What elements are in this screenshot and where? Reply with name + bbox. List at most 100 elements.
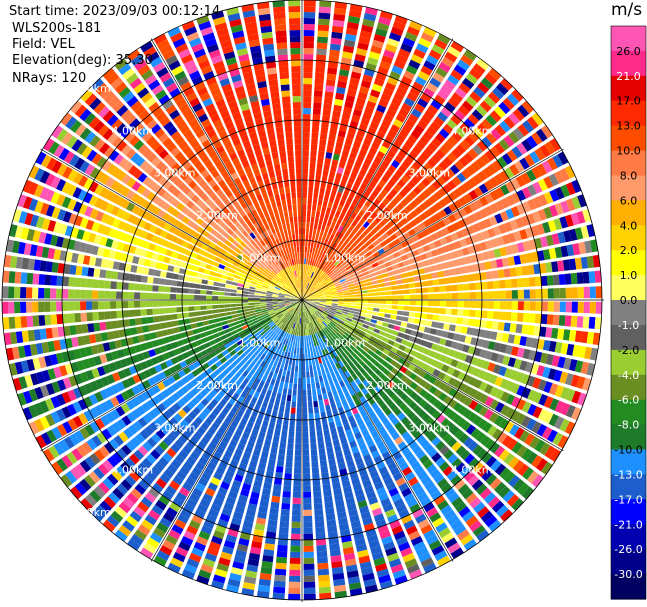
gate-cell — [137, 257, 146, 266]
gate-cell — [361, 267, 368, 273]
gate-cell — [413, 48, 426, 59]
gate-cell — [285, 333, 289, 340]
gate-cell — [547, 301, 554, 312]
gate-cell — [441, 56, 455, 68]
gate-cell — [72, 172, 83, 185]
gate-cell — [310, 150, 317, 157]
gate-cell — [356, 97, 366, 106]
gate-cell — [413, 405, 422, 414]
gate-cell — [256, 398, 263, 407]
gate-cell — [200, 284, 208, 290]
gate-cell — [271, 441, 279, 448]
gate-cell — [322, 273, 328, 279]
gate-cell — [313, 298, 320, 300]
gate-cell — [472, 127, 484, 139]
gate-cell — [182, 405, 191, 414]
gate-cell — [367, 303, 374, 308]
gate-cell — [221, 407, 230, 416]
gate-cell — [393, 92, 405, 102]
gate-cell — [488, 68, 502, 81]
gate-cell — [317, 308, 324, 312]
gate-cell — [356, 201, 364, 210]
gate-cell — [343, 188, 351, 196]
gate-cell — [471, 109, 484, 121]
gate-cell — [191, 369, 200, 377]
gate-cell — [400, 198, 409, 207]
gate-cell — [319, 293, 326, 297]
gate-cell — [527, 264, 535, 275]
gate-cell — [170, 313, 178, 320]
gate-cell — [475, 157, 486, 169]
gate-cell — [328, 171, 336, 179]
gate-cell — [466, 327, 474, 336]
gate-cell — [297, 300, 302, 305]
gate-cell — [182, 445, 192, 455]
gate-cell — [248, 270, 256, 276]
gate-cell — [74, 430, 85, 443]
gate-cell — [242, 370, 249, 378]
gate-cell — [190, 251, 198, 259]
gate-cell — [277, 349, 283, 356]
gate-cell — [554, 400, 565, 414]
gate-cell — [303, 138, 310, 145]
gate-cell — [327, 531, 339, 539]
gate-cell — [231, 342, 239, 349]
gate-cell — [99, 445, 110, 458]
gate-cell — [400, 321, 408, 328]
gate-cell — [375, 324, 382, 330]
gate-cell — [306, 303, 312, 307]
gate-cell — [345, 409, 353, 418]
gate-cell — [323, 320, 329, 326]
gate-cell — [264, 326, 271, 332]
gate-cell — [196, 272, 204, 279]
gate-cell — [378, 228, 386, 236]
gate-cell — [469, 520, 482, 532]
gate-cell — [196, 402, 205, 411]
gate-cell — [378, 364, 386, 372]
gate-cell — [344, 262, 351, 268]
gate-cell — [274, 308, 280, 312]
gate-cell — [93, 234, 102, 245]
gate-cell — [20, 287, 27, 299]
gate-cell — [311, 132, 319, 139]
gate-cell — [453, 379, 462, 389]
gate-cell — [312, 473, 320, 480]
gate-cell — [130, 327, 138, 336]
gate-cell — [584, 240, 593, 254]
gate-cell — [311, 306, 317, 311]
gate-cell — [323, 97, 333, 105]
gate-cell — [236, 296, 243, 300]
gate-cell — [273, 317, 279, 323]
gate-cell — [270, 416, 277, 424]
gate-cell — [210, 456, 220, 466]
gate-cell — [259, 338, 266, 345]
gate-cell — [112, 487, 125, 500]
gate-cell — [447, 453, 458, 465]
gate-cell — [355, 230, 362, 238]
gate-cell — [335, 244, 341, 252]
gate-cell — [44, 301, 51, 312]
gate-cell — [481, 118, 493, 131]
gate-cell — [316, 54, 327, 62]
gate-cell — [164, 300, 171, 307]
gate-cell — [361, 296, 368, 300]
gate-cell — [232, 561, 245, 570]
gate-cell — [231, 310, 238, 315]
gate-cell — [277, 538, 288, 546]
gate-cell — [456, 417, 467, 428]
gate-cell — [244, 339, 251, 345]
gate-cell — [148, 487, 160, 499]
gate-cell — [276, 417, 283, 425]
gate-cell — [260, 353, 266, 361]
gate-cell — [501, 435, 513, 447]
gate-cell — [351, 365, 359, 373]
gate-cell — [192, 487, 203, 498]
gate-cell — [67, 389, 77, 402]
gate-cell — [275, 423, 282, 431]
gate-cell — [303, 515, 313, 522]
gate-cell — [258, 462, 267, 470]
gate-cell — [262, 332, 268, 338]
gate-cell — [325, 188, 331, 196]
gate-cell — [430, 468, 441, 479]
gate-cell — [363, 12, 377, 22]
